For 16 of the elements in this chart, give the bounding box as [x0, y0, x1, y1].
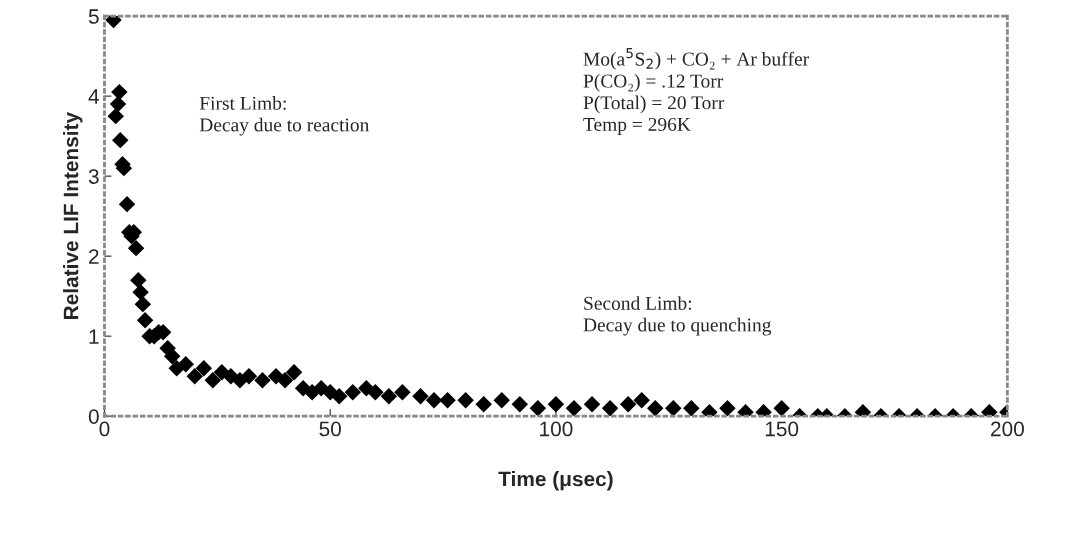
annotation: First Limb: Decay due to reaction — [199, 96, 370, 136]
x-axis-title: Time (μsec) — [498, 471, 613, 491]
y-tick-label: 0 — [88, 409, 99, 424]
x-tick-label: 50 — [319, 421, 341, 437]
x-tick-label: 0 — [99, 421, 110, 437]
annotation: Mo(a$^{5}$S$_{2}$) + CO₂ + Ar buffer P(CO₂) = .12 Torr P(Total) = 20 Torr Temp = 296K — [583, 48, 810, 135]
x-tick-label: 200 — [991, 421, 1024, 437]
y-tick-label: 5 — [88, 9, 99, 24]
x-tick-label: 100 — [540, 421, 573, 437]
y-tick-label: 3 — [88, 169, 99, 184]
x-tick-label: 150 — [765, 421, 799, 437]
annotation: Second Limb: Decay due to quenching — [583, 296, 772, 336]
y-axis-title: Relative LIF Intensity — [63, 112, 83, 319]
y-tick-label: 1 — [89, 329, 99, 344]
y-tick-label: 4 — [88, 89, 99, 104]
y-tick-label: 2 — [89, 249, 99, 264]
